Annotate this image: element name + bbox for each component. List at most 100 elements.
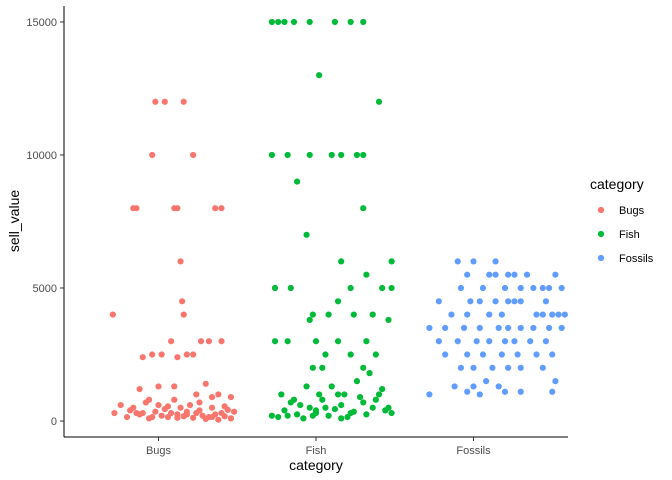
data-point-fish [268, 151, 275, 159]
data-point-fish [363, 271, 370, 278]
data-point-bugs [180, 311, 187, 318]
data-point-fish [353, 151, 361, 159]
data-point-fish [363, 411, 370, 418]
data-point-fossils [464, 311, 471, 318]
y-tick-label: 5000 [33, 283, 57, 295]
data-point-fossils [546, 284, 553, 292]
data-point-fish [275, 413, 282, 421]
data-point-bugs [174, 414, 181, 421]
data-point-bugs [158, 412, 165, 419]
data-point-fossils [533, 351, 540, 358]
data-point-fossils [549, 388, 556, 395]
data-point-fish [379, 284, 386, 292]
data-point-fossils [505, 298, 512, 305]
data-point-fossils [460, 324, 468, 332]
data-point-fossils [451, 383, 458, 390]
data-point-bugs [231, 408, 238, 415]
data-point-bugs [218, 205, 225, 212]
data-point-fossils [483, 378, 490, 385]
data-point-bugs [196, 399, 203, 406]
data-point-fossils [476, 298, 483, 305]
data-point-fish [341, 391, 348, 398]
data-point-fossils [454, 258, 461, 265]
data-point-fish [372, 396, 379, 403]
data-point-fossils [501, 284, 509, 292]
data-point-fish [325, 311, 332, 318]
data-point-fish [338, 258, 345, 265]
data-point-fish [306, 404, 313, 411]
data-point-fish [360, 151, 367, 159]
data-point-fossils [426, 391, 433, 398]
data-point-fish [271, 284, 279, 292]
data-point-fossils [498, 311, 505, 318]
data-point-fossils [501, 338, 509, 345]
data-point-fossils [479, 351, 487, 358]
data-point-fish [300, 415, 307, 422]
data-point-fish [309, 412, 316, 419]
data-point-fish [338, 151, 345, 159]
data-point-bugs [149, 151, 156, 159]
data-point-fossils [457, 364, 464, 371]
x-tick-label: Fish [306, 445, 327, 457]
data-point-fish [309, 311, 316, 318]
data-point-bugs [139, 409, 146, 417]
data-point-fish [388, 409, 395, 417]
data-point-fossils [505, 324, 512, 332]
data-point-fish [294, 178, 301, 185]
data-point-fish [363, 338, 370, 345]
data-point-fish [338, 401, 345, 409]
data-point-bugs [218, 338, 225, 345]
data-point-fish [350, 311, 357, 318]
data-point-fossils [558, 284, 565, 292]
data-point-bugs [202, 380, 209, 387]
data-point-fossils [486, 311, 493, 318]
data-point-bugs [149, 413, 156, 421]
x-tick-label: Bugs [146, 445, 172, 457]
data-point-fish [275, 18, 282, 26]
data-point-fossils [470, 383, 477, 390]
data-point-fossils [492, 298, 499, 305]
data-point-fish [281, 18, 288, 26]
legend-title: category [590, 176, 644, 192]
data-point-fossils [549, 311, 556, 318]
data-point-bugs [186, 401, 194, 409]
data-point-fish [353, 378, 361, 385]
data-point-fossils [514, 351, 521, 358]
data-point-fossils [464, 351, 471, 358]
y-tick-label: 0 [51, 416, 57, 428]
data-point-fish [331, 18, 338, 26]
y-axis-title: sell_value [6, 190, 22, 252]
data-point-bugs [205, 338, 212, 345]
data-point-bugs [161, 98, 168, 105]
data-point-fish [379, 386, 386, 393]
data-point-fossils [511, 271, 518, 278]
legend-label-fish: Fish [619, 229, 640, 241]
data-point-bugs [155, 383, 162, 390]
data-point-bugs [190, 414, 197, 421]
data-point-fish [334, 391, 342, 398]
data-point-fossils [492, 271, 499, 278]
data-point-bugs [227, 393, 235, 401]
data-point-bugs [180, 98, 187, 105]
data-point-fish [360, 205, 367, 212]
data-point-bugs [109, 311, 116, 318]
data-point-fossils [442, 351, 449, 358]
y-tick-label: 15000 [26, 17, 57, 29]
data-point-fossils [505, 271, 512, 278]
data-point-fish [385, 316, 392, 324]
data-point-fish [360, 18, 367, 26]
data-point-fish [290, 396, 298, 403]
data-point-fish [316, 391, 323, 398]
data-point-fossils [517, 298, 524, 305]
data-point-fossils [523, 271, 531, 278]
data-point-fish [338, 415, 345, 422]
data-point-bugs [212, 205, 219, 212]
data-point-fossils [530, 324, 537, 332]
data-point-fossils [495, 324, 502, 332]
data-point-fossils [495, 383, 502, 390]
data-point-fish [322, 404, 329, 411]
data-point-fossils [489, 364, 496, 371]
legend-label-fossils: Fossils [619, 253, 654, 265]
data-point-fossils [476, 324, 483, 332]
